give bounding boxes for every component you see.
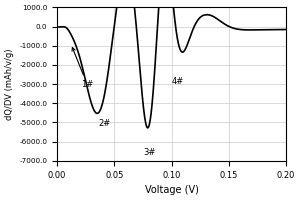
X-axis label: Voltage (V): Voltage (V) (145, 185, 199, 195)
Text: 4#: 4# (172, 77, 184, 86)
Text: 1#: 1# (72, 48, 93, 89)
Text: 2#: 2# (98, 119, 111, 128)
Y-axis label: dQ/DV (mAh/v/g): dQ/DV (mAh/v/g) (5, 48, 14, 120)
Text: 3#: 3# (143, 148, 155, 157)
